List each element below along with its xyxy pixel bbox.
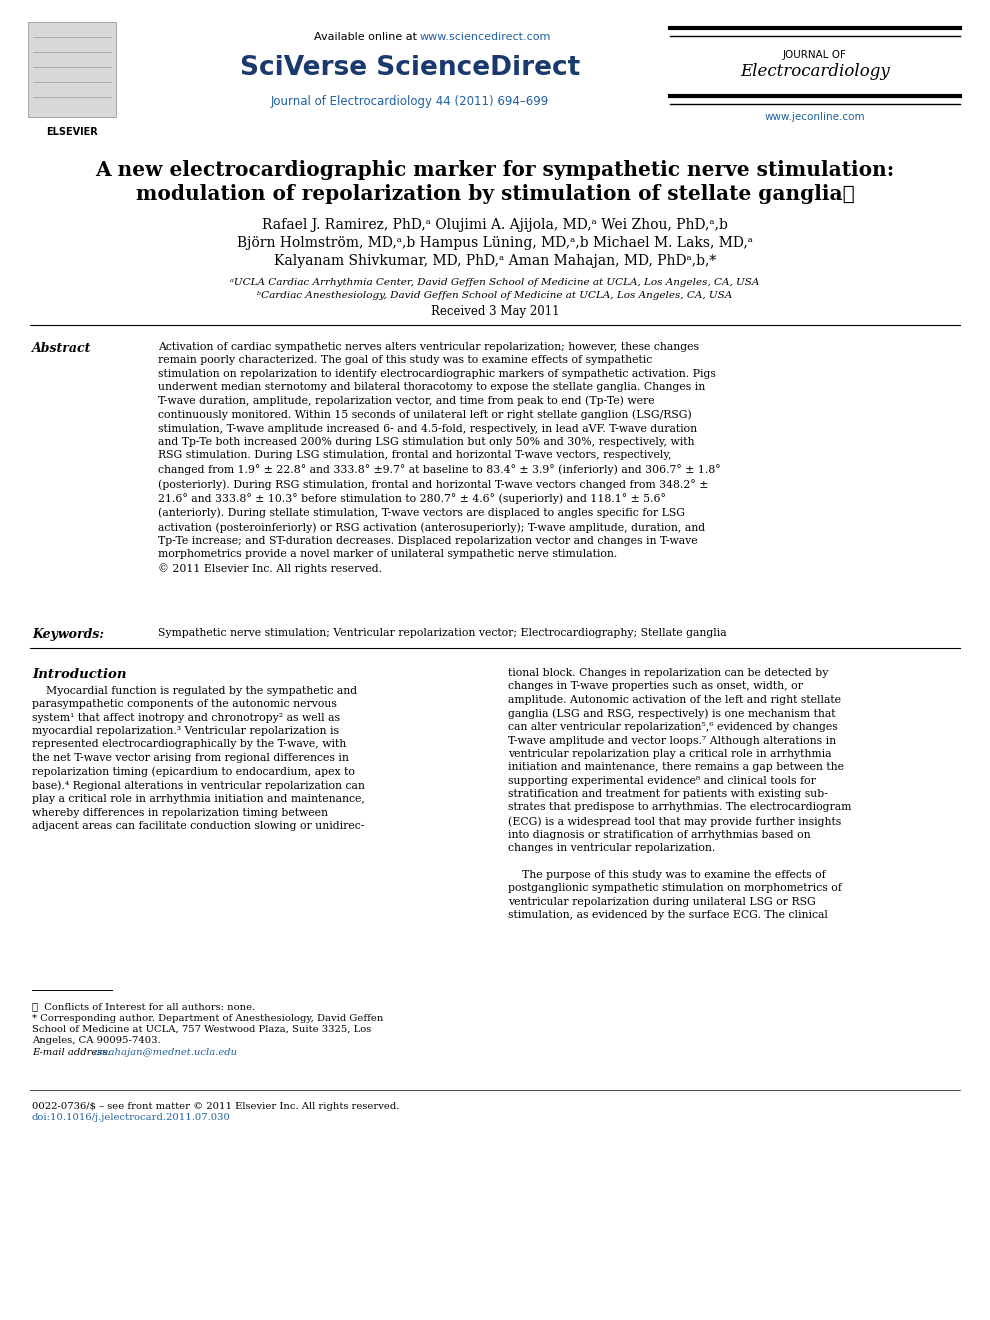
- Text: Myocardial function is regulated by the sympathetic and
parasympathetic componen: Myocardial function is regulated by the …: [32, 686, 365, 832]
- Text: ᵇCardiac Anesthesiology, David Geffen School of Medicine at UCLA, Los Angeles, C: ᵇCardiac Anesthesiology, David Geffen Sc…: [257, 290, 733, 300]
- Text: A new electrocardiographic marker for sympathetic nerve stimulation:: A new electrocardiographic marker for sy…: [95, 160, 895, 180]
- Text: E-mail address:: E-mail address:: [32, 1048, 114, 1057]
- Text: ᵃUCLA Cardiac Arrhythmia Center, David Geffen School of Medicine at UCLA, Los An: ᵃUCLA Cardiac Arrhythmia Center, David G…: [231, 279, 759, 286]
- Text: Electrocardiology: Electrocardiology: [741, 63, 890, 81]
- Text: 0022-0736/$ – see front matter © 2011 Elsevier Inc. All rights reserved.: 0022-0736/$ – see front matter © 2011 El…: [32, 1102, 399, 1111]
- Text: Sympathetic nerve stimulation; Ventricular repolarization vector; Electrocardiog: Sympathetic nerve stimulation; Ventricul…: [158, 628, 727, 638]
- Text: Keywords:: Keywords:: [32, 628, 104, 642]
- Text: Angeles, CA 90095-7403.: Angeles, CA 90095-7403.: [32, 1036, 160, 1045]
- Text: Received 3 May 2011: Received 3 May 2011: [431, 305, 559, 318]
- Text: School of Medicine at UCLA, 757 Westwood Plaza, Suite 3325, Los: School of Medicine at UCLA, 757 Westwood…: [32, 1026, 371, 1034]
- Text: Activation of cardiac sympathetic nerves alters ventricular repolarization; howe: Activation of cardiac sympathetic nerves…: [158, 342, 721, 574]
- Text: doi:10.1016/j.jelectrocard.2011.07.030: doi:10.1016/j.jelectrocard.2011.07.030: [32, 1113, 231, 1122]
- Text: Introduction: Introduction: [32, 668, 127, 681]
- Text: ELSEVIER: ELSEVIER: [47, 127, 98, 137]
- Text: SciVerse ScienceDirect: SciVerse ScienceDirect: [240, 55, 580, 81]
- Text: www.sciencedirect.com: www.sciencedirect.com: [420, 32, 551, 42]
- Text: Abstract: Abstract: [32, 342, 91, 355]
- Text: JOURNAL OF: JOURNAL OF: [783, 50, 846, 59]
- Text: Rafael J. Ramirez, PhD,ᵃ Olujimi A. Ajijola, MD,ᵃ Wei Zhou, PhD,ᵃ,b: Rafael J. Ramirez, PhD,ᵃ Olujimi A. Ajij…: [262, 218, 728, 232]
- Bar: [28, 22, 116, 117]
- Text: amahajan@mednet.ucla.edu: amahajan@mednet.ucla.edu: [94, 1048, 239, 1057]
- Text: * Corresponding author. Department of Anesthesiology, David Geffen: * Corresponding author. Department of An…: [32, 1014, 383, 1023]
- Text: Journal of Electrocardiology 44 (2011) 694–699: Journal of Electrocardiology 44 (2011) 6…: [271, 95, 549, 108]
- Text: Kalyanam Shivkumar, MD, PhD,ᵃ Aman Mahajan, MD, PhDᵃ,b,*: Kalyanam Shivkumar, MD, PhD,ᵃ Aman Mahaj…: [274, 253, 716, 268]
- Text: modulation of repolarization by stimulation of stellate ganglia☆: modulation of repolarization by stimulat…: [136, 183, 854, 205]
- Text: Available online at: Available online at: [314, 32, 420, 42]
- Text: Björn Holmström, MD,ᵃ,b Hampus Lüning, MD,ᵃ,b Michael M. Laks, MD,ᵃ: Björn Holmström, MD,ᵃ,b Hampus Lüning, M…: [237, 236, 753, 249]
- Text: www.jeconline.com: www.jeconline.com: [764, 112, 865, 121]
- Text: ☆  Conflicts of Interest for all authors: none.: ☆ Conflicts of Interest for all authors:…: [32, 1002, 255, 1011]
- Text: tional block. Changes in repolarization can be detected by
changes in T-wave pro: tional block. Changes in repolarization …: [508, 668, 851, 920]
